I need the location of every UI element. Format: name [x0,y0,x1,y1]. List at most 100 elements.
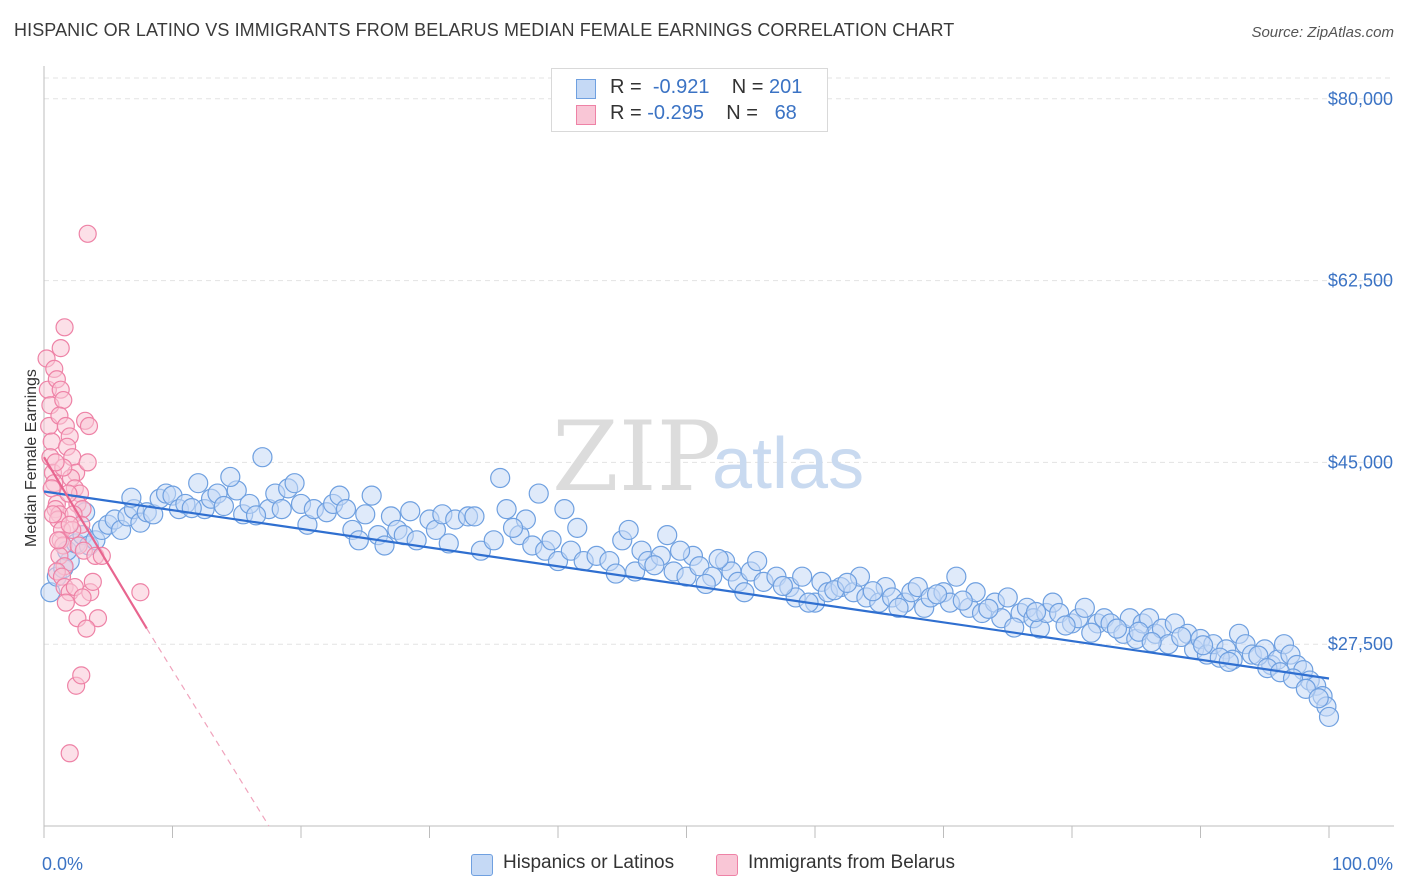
data-point [88,609,108,628]
data-point [1025,601,1047,623]
trend-line-hispanic [43,490,1330,680]
data-point [42,432,61,451]
data-point [55,318,74,337]
legend-r-value: -0.295 [647,102,704,124]
data-point [60,515,79,534]
data-point [1074,597,1095,618]
legend-label-hispanic: Hispanics or Latinos [503,852,675,873]
data-point [1192,635,1214,656]
data-point [348,530,369,551]
data-point [1171,626,1192,648]
series-belarus [37,224,150,763]
axis-labels: Median Female Earnings [23,369,40,547]
data-point [618,519,639,541]
data-point [252,447,273,468]
data-point [188,473,209,494]
data-point [554,499,575,520]
data-point [464,506,485,527]
data-point [862,581,883,602]
legend-label-belarus: Immigrants from Belarus [748,852,955,873]
y-tick-label: $62,500 [1328,271,1393,291]
correlation-legend: R = -0.921 N = 201 R = -0.295 N = 68 [551,68,828,132]
legend-r-value: -0.921 [652,76,710,98]
legend-n-label: N = [731,76,764,98]
data-point [708,548,729,570]
data-point [1055,615,1076,636]
data-point [1081,622,1102,643]
data-point [1106,618,1128,639]
data-point [43,505,63,524]
data-point [60,744,79,763]
data-point [83,572,102,591]
data-point [541,530,562,551]
y-axis-label: Median Female Earnings [23,369,40,547]
data-point [355,504,376,525]
data-points [37,224,1340,763]
data-point [72,666,91,685]
trend-lines [43,456,1330,827]
data-point [946,566,967,587]
data-point [644,555,665,576]
data-point [374,535,395,556]
data-point [245,505,267,526]
axes: $27,500 $45,000 $62,500 $80,000 0.0% 100.0% [42,66,1394,874]
data-point [220,466,241,488]
data-point [438,533,459,554]
data-point [490,467,511,489]
legend-n-value: 68 [774,102,797,124]
legend-swatch-hispanic [576,79,596,99]
data-point [528,483,549,504]
data-point [79,416,99,436]
data-point [1318,706,1340,728]
data-point [695,573,716,595]
legend-swatch-belarus-bottom [716,854,738,876]
y-tick-label: $80,000 [1328,89,1393,109]
data-point [1308,688,1329,709]
data-point [747,550,768,572]
data-point [271,499,292,520]
data-point [131,583,150,602]
legend-n-value: 201 [769,76,803,98]
data-point [669,540,691,561]
data-point [77,619,96,638]
data-point [284,473,305,494]
data-point [400,501,421,522]
watermark: ZIP atlas [552,401,864,513]
data-point [978,598,999,619]
data-point [213,495,234,517]
data-point [952,590,973,611]
data-point [56,593,75,612]
legend-r-label: R = [610,76,642,98]
trend-line-belarus [43,456,148,630]
data-point [335,499,357,520]
series-hispanic [40,447,1340,728]
x-tick-label-end: 100.0% [1332,854,1393,874]
data-point [772,575,793,597]
legend-swatch-belarus [576,105,596,125]
data-point [483,530,504,551]
watermark-atlas: atlas [712,424,864,504]
data-point [792,566,813,587]
legend-r-label: R = [610,102,642,124]
y-tick-label: $27,500 [1328,634,1393,654]
data-point [496,499,517,520]
data-point [54,390,73,410]
data-point [657,525,678,546]
data-point [567,517,588,538]
data-point [1141,632,1162,653]
data-point [926,584,948,605]
watermark-zip: ZIP [552,401,721,513]
chart-title: HISPANIC OR LATINO VS IMMIGRANTS FROM BE… [14,20,955,40]
data-point [361,485,382,506]
data-point [78,224,97,243]
data-point [73,588,92,607]
data-point [997,587,1018,608]
legend-n-label: N = [726,102,758,124]
chart-source: Source: ZipAtlas.com [1251,24,1394,41]
data-point [502,517,524,538]
data-point [49,531,68,550]
data-point [78,453,97,472]
data-point [837,572,858,594]
data-point [888,597,909,618]
